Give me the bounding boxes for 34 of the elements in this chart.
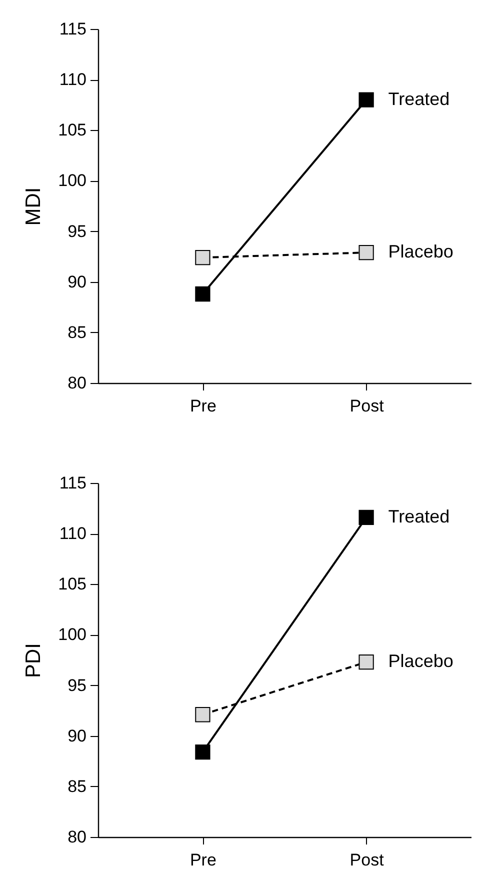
- point: [195, 744, 210, 760]
- y-tick-label: 115: [59, 20, 86, 38]
- x-tick-label: Post: [350, 850, 384, 870]
- x-tick-label: Pre: [190, 850, 216, 870]
- series-label: Treated: [388, 88, 450, 109]
- y-tick-label: 95: [68, 676, 86, 695]
- x-tick-label: Pre: [190, 396, 216, 416]
- point: [358, 92, 374, 108]
- y-tick-label: 90: [68, 726, 86, 746]
- point: [195, 707, 210, 722]
- y-tick-label: 110: [59, 70, 86, 90]
- x-tick-label: Post: [350, 396, 384, 416]
- y-tick-label: 85: [68, 322, 86, 342]
- y-tick-label: 100: [58, 171, 86, 190]
- y-axis-title: MDI: [22, 187, 46, 226]
- y-tick-label: 85: [68, 776, 86, 796]
- series-label: Treated: [388, 506, 450, 526]
- series-label: Placebo: [388, 651, 454, 672]
- y-tick-label: 80: [68, 374, 86, 392]
- y-tick-label: 90: [68, 272, 86, 292]
- y-tick-label: 110: [59, 524, 86, 544]
- point: [358, 244, 374, 260]
- point: [195, 286, 210, 302]
- point: [358, 510, 374, 525]
- point: [195, 250, 210, 266]
- y-tick-label: 100: [58, 625, 86, 644]
- point: [358, 654, 374, 670]
- y-tick-label: 115: [59, 474, 86, 492]
- y-tick-label: 105: [58, 120, 86, 140]
- y-tick-label: 80: [68, 828, 86, 846]
- y-tick-label: 105: [58, 574, 86, 594]
- y-axis-title: PDI: [22, 642, 46, 678]
- y-tick-label: 95: [68, 222, 86, 241]
- series-label: Placebo: [388, 242, 454, 262]
